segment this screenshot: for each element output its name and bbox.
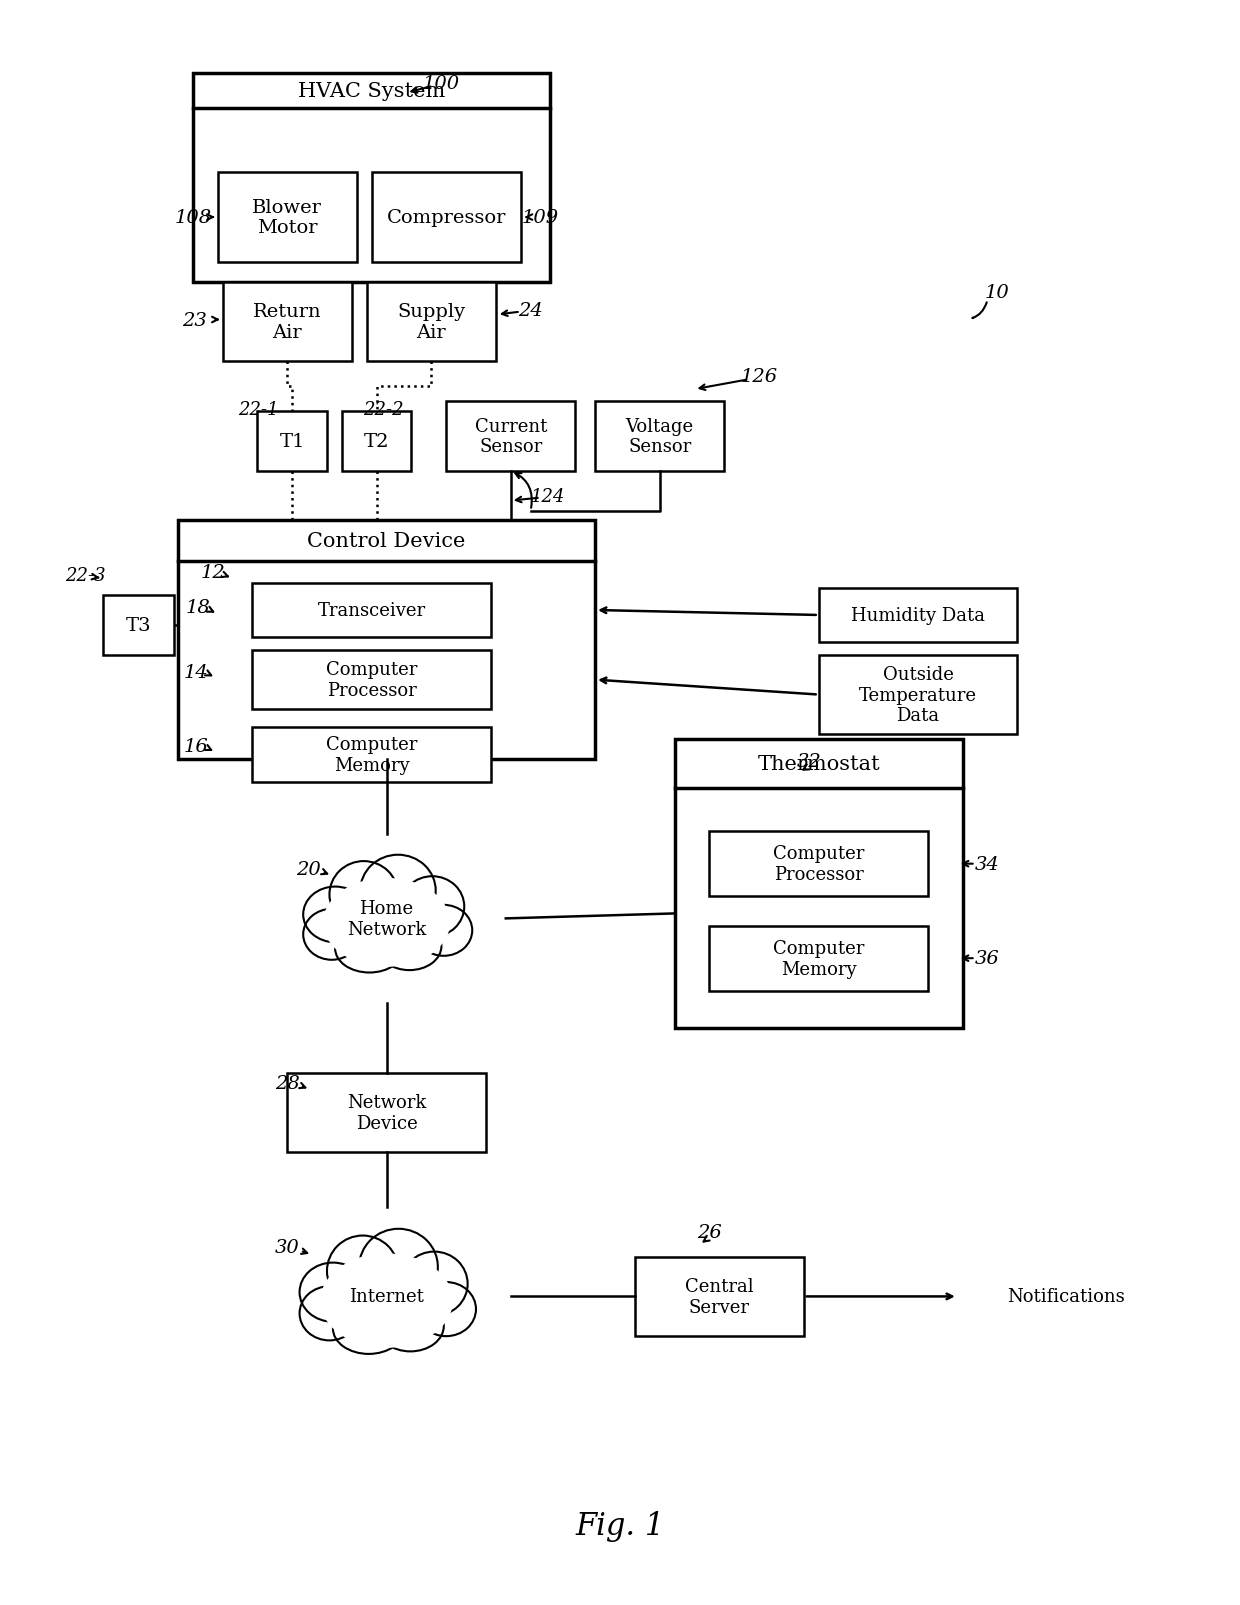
Bar	[372, 173, 521, 263]
Bar	[218, 173, 357, 263]
Text: Control Device: Control Device	[308, 531, 466, 551]
Text: Blower
Motor: Blower Motor	[252, 199, 322, 238]
Bar	[193, 74, 551, 282]
Text: 126: 126	[740, 368, 777, 385]
Bar	[635, 1257, 804, 1337]
Ellipse shape	[324, 880, 449, 966]
Ellipse shape	[304, 910, 361, 960]
Bar	[288, 1072, 486, 1152]
Text: Compressor: Compressor	[387, 209, 506, 226]
Ellipse shape	[401, 1252, 467, 1316]
Text: Computer
Memory: Computer Memory	[773, 939, 864, 977]
Text: Central
Server: Central Server	[684, 1278, 754, 1316]
Text: Outside
Temperature
Data: Outside Temperature Data	[859, 666, 977, 725]
Text: Supply
Air: Supply Air	[397, 303, 465, 342]
Text: 26: 26	[697, 1223, 722, 1241]
Ellipse shape	[377, 1300, 444, 1351]
Text: Network
Device: Network Device	[347, 1093, 427, 1132]
Text: 28: 28	[275, 1074, 300, 1091]
Text: T3: T3	[125, 616, 151, 634]
Text: 32: 32	[796, 753, 821, 770]
Text: Notifications: Notifications	[1007, 1287, 1125, 1305]
Bar	[253, 650, 491, 709]
Ellipse shape	[300, 1263, 366, 1323]
Ellipse shape	[330, 862, 398, 928]
Text: 108: 108	[175, 209, 212, 226]
Bar	[223, 282, 352, 363]
Text: Computer
Processor: Computer Processor	[326, 661, 418, 700]
Text: 10: 10	[985, 284, 1009, 302]
Ellipse shape	[417, 1282, 476, 1337]
Ellipse shape	[327, 1236, 398, 1306]
Ellipse shape	[334, 1303, 404, 1355]
Ellipse shape	[415, 905, 472, 957]
Ellipse shape	[361, 855, 435, 926]
Text: Voltage
Sensor: Voltage Sensor	[626, 417, 694, 456]
Text: 14: 14	[184, 663, 208, 681]
Text: Transceiver: Transceiver	[317, 602, 425, 620]
Bar	[342, 412, 412, 472]
Bar	[709, 926, 928, 990]
Text: HVAC System: HVAC System	[298, 82, 445, 101]
Text: Current
Sensor: Current Sensor	[475, 417, 547, 456]
Bar	[595, 401, 724, 472]
Text: 109: 109	[522, 209, 559, 226]
Text: 22-3: 22-3	[66, 567, 105, 584]
Text: 100: 100	[423, 75, 460, 93]
Text: 20: 20	[295, 860, 320, 878]
Ellipse shape	[360, 1229, 438, 1305]
Ellipse shape	[304, 888, 367, 942]
Text: T1: T1	[279, 433, 305, 451]
Text: Thermostat: Thermostat	[758, 754, 880, 774]
Text: 24: 24	[518, 302, 543, 319]
Text: Computer
Memory: Computer Memory	[326, 735, 418, 774]
Ellipse shape	[377, 923, 441, 971]
Bar	[258, 412, 327, 472]
Bar	[675, 740, 962, 1029]
Text: Computer
Processor: Computer Processor	[773, 844, 864, 883]
Text: Home
Network: Home Network	[347, 899, 427, 939]
Bar	[709, 831, 928, 897]
Text: Return
Air: Return Air	[253, 303, 321, 342]
Text: 34: 34	[975, 855, 999, 873]
Text: 30: 30	[275, 1237, 300, 1255]
Text: Humidity Data: Humidity Data	[851, 607, 985, 624]
Text: 23: 23	[182, 311, 207, 329]
Bar	[446, 401, 575, 472]
Ellipse shape	[321, 1255, 453, 1347]
Text: Internet: Internet	[350, 1287, 424, 1305]
Bar	[253, 583, 491, 637]
Text: 22-2: 22-2	[363, 401, 404, 419]
Text: 22-1: 22-1	[238, 401, 279, 419]
Ellipse shape	[401, 876, 464, 937]
Bar	[253, 727, 491, 782]
Bar	[179, 522, 595, 759]
Bar	[367, 282, 496, 363]
Ellipse shape	[335, 924, 404, 973]
Bar	[818, 589, 1017, 644]
Text: 12: 12	[201, 563, 226, 583]
Text: 124: 124	[531, 488, 565, 506]
Text: Fig. 1: Fig. 1	[575, 1510, 665, 1541]
Ellipse shape	[300, 1287, 360, 1340]
Text: 16: 16	[184, 738, 208, 756]
Bar	[818, 655, 1017, 735]
Bar	[103, 595, 174, 655]
Text: 18: 18	[186, 599, 211, 616]
Text: T2: T2	[363, 433, 389, 451]
Text: 36: 36	[975, 950, 999, 968]
FancyArrowPatch shape	[972, 303, 987, 319]
